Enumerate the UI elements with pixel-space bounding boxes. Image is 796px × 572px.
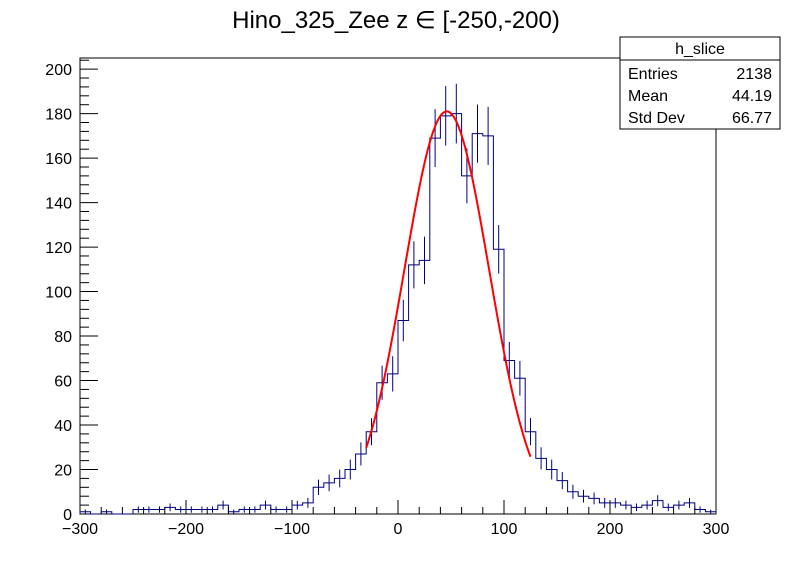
chart-title: Hino_325_Zee z ∈ [-250,-200): [232, 7, 560, 34]
y-tick-label: 200: [45, 62, 72, 79]
y-tick-label: 100: [45, 285, 72, 302]
y-tick-label: 60: [54, 374, 72, 391]
histogram-series: [79, 113, 717, 515]
tick-labels: −300 −200 −100 0 100 200 300 0 20 40 60 80 100 120 140…: [45, 62, 729, 538]
stats-entries-value: 2138: [736, 66, 772, 83]
axes: [79, 57, 717, 515]
y-tick-label: 80: [54, 329, 72, 346]
stats-box: h_slice Entries 2138 Mean 44.19 Std Dev …: [619, 36, 781, 130]
stats-stddev-label: Std Dev: [628, 110, 685, 127]
fit-curve: [365, 110, 532, 458]
fit-curve-group: [365, 110, 532, 458]
stats-mean-value: 44.19: [732, 88, 772, 105]
x-tick-label: 300: [703, 521, 730, 538]
stats-box-name: h_slice: [675, 41, 725, 58]
stats-mean-label: Mean: [628, 88, 668, 105]
x-tick-label: 200: [597, 521, 624, 538]
stats-box-frame: [619, 36, 781, 130]
y-tick-label: 0: [63, 507, 72, 524]
x-tick-label: −100: [274, 521, 310, 538]
stats-entries-label: Entries: [628, 66, 678, 83]
x-tick-label: −200: [168, 521, 204, 538]
y-tick-label: 120: [45, 240, 72, 257]
y-tick-label: 180: [45, 107, 72, 124]
x-tick-label: −300: [62, 521, 98, 538]
y-tick-label: 160: [45, 151, 72, 168]
y-tick-label: 20: [54, 463, 72, 480]
y-tick-label: 40: [54, 418, 72, 435]
x-tick-label: 100: [491, 521, 518, 538]
x-tick-label: 0: [394, 521, 403, 538]
histogram-steps: [79, 113, 717, 515]
y-tick-label: 140: [45, 196, 72, 213]
error-bars: [84, 83, 712, 514]
stats-stddev-value: 66.77: [732, 110, 772, 127]
